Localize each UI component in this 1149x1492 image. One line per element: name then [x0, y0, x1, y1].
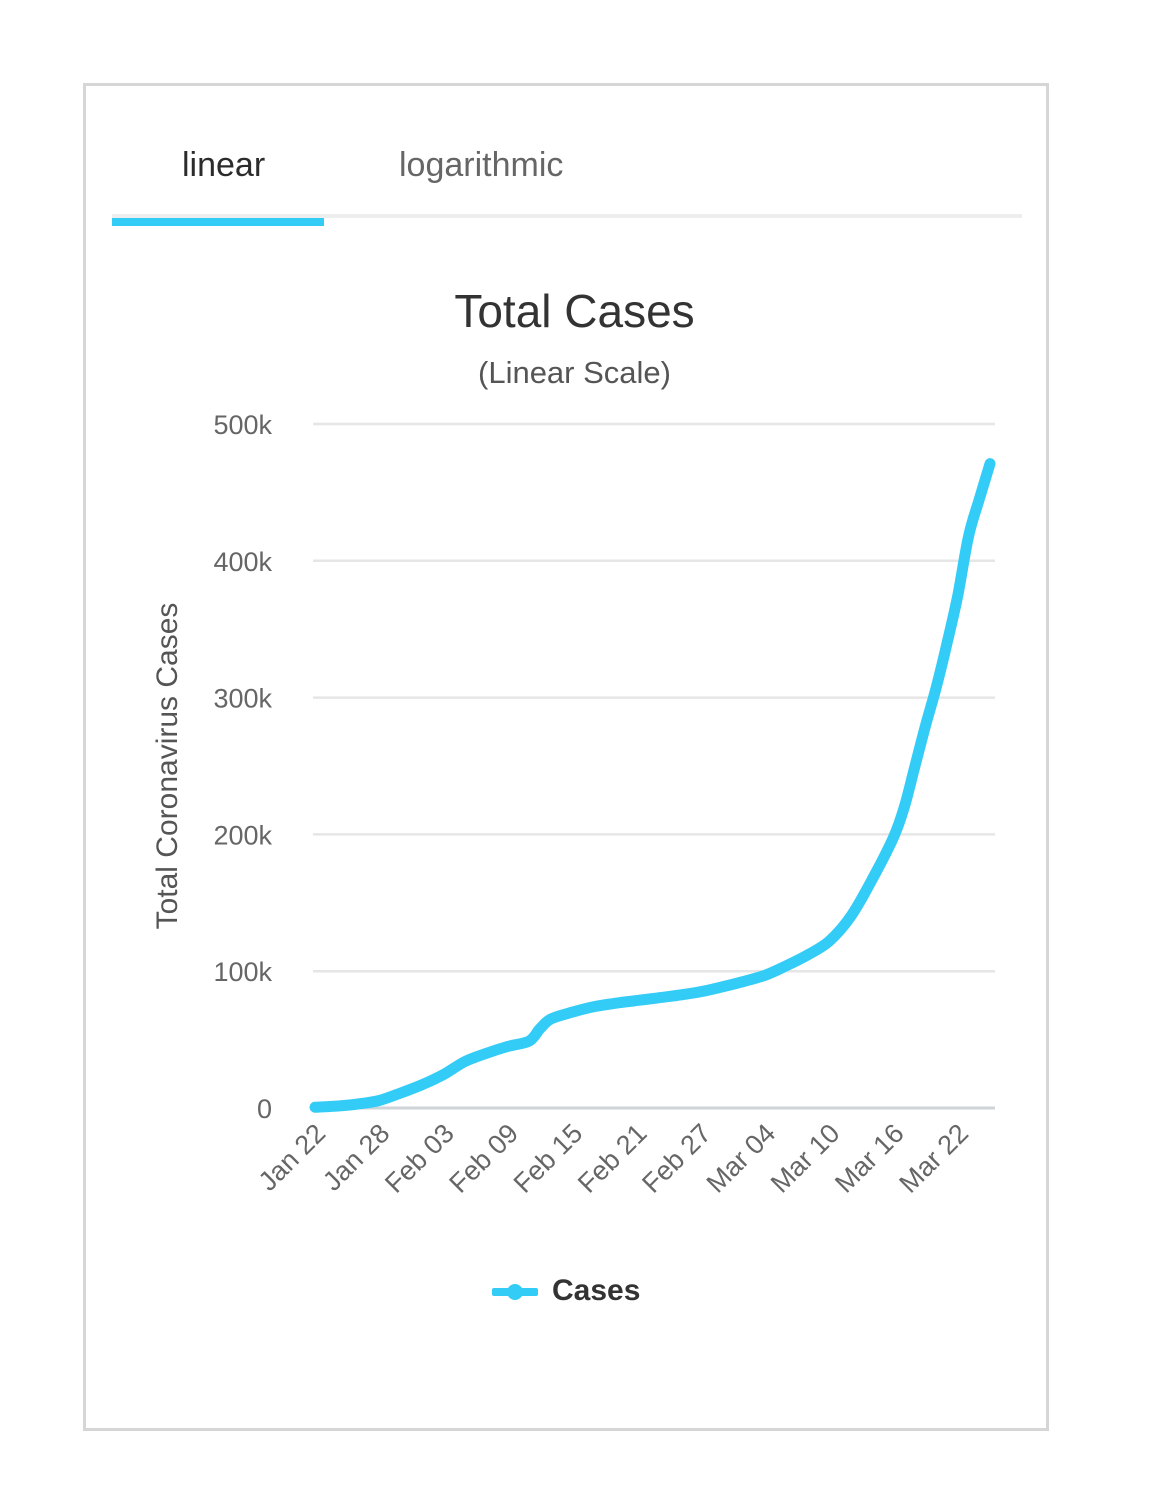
legend-label: Cases: [552, 1274, 641, 1307]
x-tick-label: Feb 27: [636, 1118, 717, 1199]
y-tick-label: 300k: [213, 684, 272, 714]
chart-subtitle: (Linear Scale): [478, 355, 671, 390]
tab-track: [112, 214, 1022, 218]
y-tick-label: 100k: [213, 957, 272, 987]
x-tick-label: Feb 21: [572, 1118, 653, 1199]
chart-title: Total Cases: [454, 285, 695, 337]
x-tick-label: Mar 22: [893, 1118, 974, 1199]
x-tick-label: Mar 10: [765, 1118, 846, 1199]
y-tick-label: 500k: [213, 410, 272, 440]
scale-tabs: linear logarithmic: [112, 130, 1022, 228]
tab-logarithmic[interactable]: logarithmic: [399, 146, 564, 184]
x-tick-label: Jan 28: [317, 1118, 396, 1197]
x-tick-label: Mar 16: [829, 1118, 910, 1199]
x-tick-label: Jan 22: [253, 1118, 332, 1197]
legend-swatch-icon: [492, 1284, 538, 1300]
series-line-cases[interactable]: [309, 458, 996, 1113]
y-axis-label: Total Coronavirus Cases: [151, 603, 184, 930]
x-tick-label: Feb 03: [379, 1118, 460, 1199]
tab-linear[interactable]: linear: [182, 146, 266, 184]
y-tick-label: 400k: [213, 547, 272, 577]
x-tick-label: Feb 15: [508, 1118, 589, 1199]
x-tick-label: Feb 09: [443, 1118, 524, 1199]
active-tab-indicator: [112, 218, 324, 226]
y-tick-label: 0: [257, 1094, 272, 1124]
y-tick-label: 200k: [213, 820, 272, 850]
x-tick-label: Mar 04: [701, 1118, 782, 1199]
chart-card: [83, 83, 1049, 1431]
